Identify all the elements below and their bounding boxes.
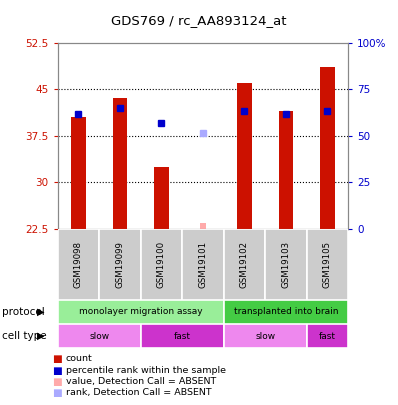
Text: protocol: protocol [2,307,45,317]
Bar [182,229,224,300]
Bar [265,229,307,300]
Bar [99,229,141,300]
Text: monolayer migration assay: monolayer migration assay [79,307,203,316]
Text: ■: ■ [52,377,61,387]
Text: ▶: ▶ [37,331,45,341]
Text: GSM19100: GSM19100 [157,241,166,288]
Bar [307,229,348,300]
Text: rank, Detection Call = ABSENT: rank, Detection Call = ABSENT [66,388,211,397]
Text: GSM19102: GSM19102 [240,241,249,288]
Text: GSM19099: GSM19099 [115,241,125,288]
Bar [58,300,224,324]
Bar [224,229,265,300]
Text: fast: fast [319,332,336,341]
Bar [141,229,182,300]
Bar [141,324,224,348]
Bar [200,223,206,229]
Text: transplanted into brain: transplanted into brain [234,307,338,316]
Text: count: count [66,354,92,363]
Text: GSM19098: GSM19098 [74,241,83,288]
Bar [71,117,86,229]
Text: GSM19101: GSM19101 [199,241,207,288]
Bar [224,324,307,348]
Text: ■: ■ [52,366,61,376]
Bar [224,300,348,324]
Text: slow: slow [89,332,109,341]
Bar [154,167,169,229]
Text: GSM19105: GSM19105 [323,241,332,288]
Bar [58,229,99,300]
Text: GDS769 / rc_AA893124_at: GDS769 / rc_AA893124_at [111,14,287,27]
Bar [113,98,127,229]
Bar [279,111,293,229]
Text: cell type: cell type [2,331,47,341]
Bar [237,83,252,229]
Text: GSM19103: GSM19103 [281,241,291,288]
Text: ■: ■ [52,388,61,399]
Text: fast: fast [174,332,191,341]
Text: ▶: ▶ [37,307,45,317]
Text: percentile rank within the sample: percentile rank within the sample [66,366,226,375]
Text: slow: slow [255,332,275,341]
Bar [58,324,141,348]
Text: ■: ■ [52,354,61,364]
Text: value, Detection Call = ABSENT: value, Detection Call = ABSENT [66,377,216,386]
Bar [320,67,335,229]
Bar [307,324,348,348]
